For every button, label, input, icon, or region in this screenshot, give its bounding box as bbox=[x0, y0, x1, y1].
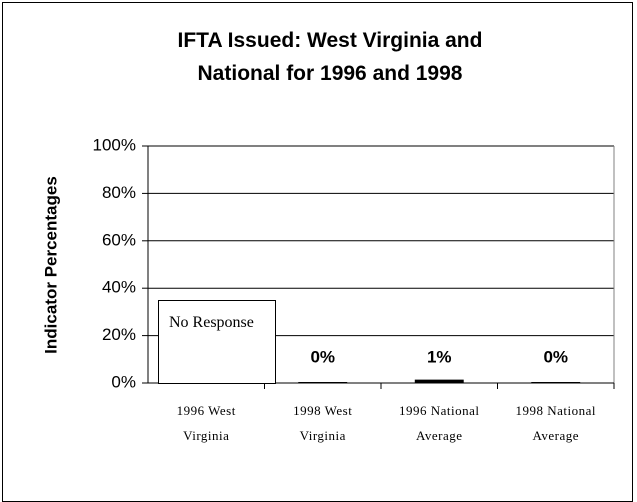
x-tick-label: 1996 National Average bbox=[398, 403, 480, 443]
bar bbox=[531, 382, 581, 383]
x-tick-label: 1996 West Virginia bbox=[176, 403, 236, 443]
x-tick-label: 1998 West Virginia bbox=[293, 403, 353, 443]
y-tick-label: 0% bbox=[111, 372, 136, 391]
value-label: 0% bbox=[310, 347, 335, 366]
annotation: No Response bbox=[158, 300, 276, 384]
y-tick-label: 100% bbox=[93, 135, 136, 154]
y-tick-label: 60% bbox=[102, 230, 136, 249]
bar bbox=[298, 382, 348, 383]
x-tick-label: 1998 National Average bbox=[515, 403, 596, 443]
y-tick-label: 80% bbox=[102, 183, 136, 202]
y-tick-label: 40% bbox=[102, 278, 136, 297]
y-axis-label: Indicator Percentages bbox=[41, 176, 60, 354]
value-label: 0% bbox=[543, 347, 568, 366]
chart-title: IFTA Issued: West Virginia and National … bbox=[177, 29, 483, 85]
value-label: 1% bbox=[427, 347, 452, 366]
bar bbox=[414, 379, 464, 383]
y-tick-label: 20% bbox=[102, 325, 136, 344]
